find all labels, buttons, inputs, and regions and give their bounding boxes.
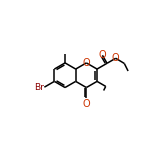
Text: O: O [99, 50, 106, 60]
Text: O: O [112, 53, 119, 63]
Text: O: O [83, 99, 90, 109]
Text: Br: Br [34, 83, 44, 92]
Text: O: O [83, 58, 91, 68]
